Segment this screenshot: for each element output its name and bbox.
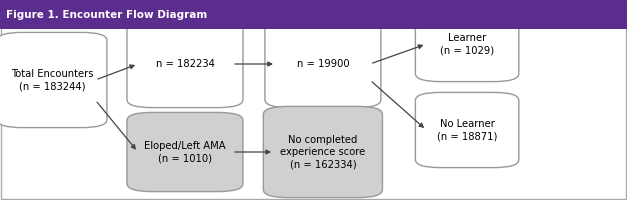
FancyBboxPatch shape bbox=[127, 20, 243, 108]
FancyBboxPatch shape bbox=[127, 112, 243, 192]
Text: Figure 1. Encounter Flow Diagram: Figure 1. Encounter Flow Diagram bbox=[6, 9, 208, 20]
FancyBboxPatch shape bbox=[415, 6, 519, 82]
Text: Eloped/Left AMA
(n = 1010): Eloped/Left AMA (n = 1010) bbox=[144, 141, 226, 163]
FancyBboxPatch shape bbox=[0, 0, 627, 29]
Text: Learner
(n = 1029): Learner (n = 1029) bbox=[440, 33, 494, 55]
Text: No Learner
(n = 18871): No Learner (n = 18871) bbox=[437, 119, 497, 141]
Text: No completed
experience score
(n = 162334): No completed experience score (n = 16233… bbox=[280, 135, 366, 169]
Text: Total Encounters
(n = 183244): Total Encounters (n = 183244) bbox=[11, 69, 93, 91]
FancyBboxPatch shape bbox=[415, 92, 519, 168]
Text: n = 182234: n = 182234 bbox=[155, 59, 214, 69]
FancyBboxPatch shape bbox=[263, 106, 382, 198]
Text: n = 19900: n = 19900 bbox=[297, 59, 349, 69]
FancyBboxPatch shape bbox=[265, 20, 381, 108]
FancyBboxPatch shape bbox=[0, 32, 107, 128]
